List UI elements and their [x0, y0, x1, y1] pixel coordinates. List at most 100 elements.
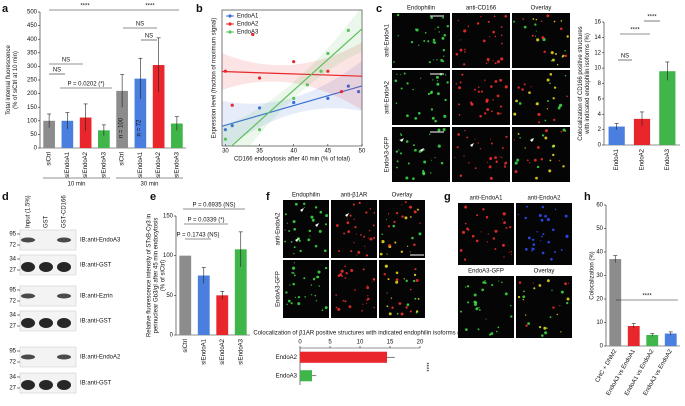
- puncta: [494, 80, 498, 83]
- puncta: [362, 303, 364, 305]
- x-axis-label: CD166 endocytosis after 40 min (% of tot…: [234, 157, 350, 163]
- y-tick-label: 350: [27, 50, 38, 56]
- puncta: [446, 81, 449, 84]
- puncta: [535, 30, 537, 32]
- puncta: [475, 239, 479, 243]
- puncta: [534, 35, 536, 37]
- row-label: anti-EndoA2: [276, 212, 282, 246]
- puncta: [544, 214, 547, 218]
- cell-label: anti-EndoA2: [527, 196, 561, 202]
- puncta: [482, 208, 485, 211]
- blot-label: IB:anti-EndoA3: [80, 238, 121, 244]
- puncta: [293, 227, 297, 231]
- puncta: [518, 281, 522, 284]
- puncta: [534, 23, 537, 26]
- puncta: [455, 52, 459, 56]
- puncta: [309, 235, 311, 237]
- puncta: [510, 315, 513, 318]
- bar: [300, 370, 312, 382]
- blot-band: [57, 354, 71, 360]
- plot-frame: [221, 9, 363, 147]
- bar: [627, 326, 640, 346]
- blot-band: [21, 354, 35, 360]
- point: [223, 69, 228, 73]
- bar: [659, 71, 676, 145]
- blot-label: IB:anti-GST: [80, 381, 112, 387]
- puncta: [549, 159, 552, 162]
- y-tick-label: 450: [27, 23, 38, 29]
- puncta: [465, 328, 468, 331]
- puncta: [500, 26, 503, 28]
- puncta: [433, 41, 437, 44]
- y-tick-label: 300: [27, 64, 38, 70]
- puncta: [432, 79, 434, 81]
- puncta: [417, 298, 420, 300]
- puncta: [480, 90, 484, 93]
- bar: [43, 120, 55, 148]
- panel-label: a: [2, 3, 9, 15]
- puncta: [293, 253, 295, 255]
- puncta: [407, 162, 410, 165]
- cell-label: anti-EndoA1: [469, 196, 503, 202]
- puncta: [431, 116, 435, 120]
- puncta: [457, 103, 460, 106]
- blot-band: [21, 293, 35, 299]
- panel-label: h: [584, 191, 591, 203]
- point: [257, 76, 262, 80]
- blot-label: IB:anti-Ezrin: [80, 294, 113, 300]
- y-tick-label: 6: [598, 96, 602, 102]
- puncta: [484, 280, 486, 282]
- puncta: [395, 278, 399, 282]
- puncta: [478, 306, 480, 309]
- puncta: [288, 230, 291, 232]
- puncta: [461, 73, 464, 76]
- puncta: [535, 103, 537, 105]
- puncta: [430, 16, 433, 20]
- puncta: [437, 26, 440, 29]
- puncta: [541, 251, 545, 255]
- puncta: [337, 307, 341, 311]
- puncta: [473, 300, 477, 304]
- puncta: [510, 305, 512, 307]
- cell-label: EndoA3-GFP: [468, 269, 504, 275]
- puncta: [485, 100, 489, 103]
- puncta: [543, 326, 547, 330]
- puncta: [489, 176, 493, 180]
- puncta: [430, 90, 433, 93]
- fit-line: [222, 70, 362, 77]
- puncta: [494, 229, 498, 233]
- x-tick-label: 45: [325, 149, 332, 155]
- bar: [234, 249, 247, 335]
- puncta: [438, 31, 440, 33]
- puncta: [405, 176, 409, 180]
- y-axis-label: Expression level (fraction of maximum si…: [212, 18, 218, 139]
- y-tick-label: 50: [30, 132, 37, 138]
- puncta: [547, 99, 550, 102]
- puncta: [537, 112, 541, 117]
- annotation: ****: [647, 15, 657, 21]
- blot-label: IB:anti-GST: [80, 319, 112, 325]
- mw-marker: 72: [9, 243, 16, 249]
- puncta: [474, 138, 476, 140]
- puncta: [409, 310, 412, 313]
- puncta: [503, 221, 506, 225]
- bar: [197, 275, 210, 335]
- puncta: [432, 38, 436, 42]
- puncta: [459, 249, 463, 252]
- puncta: [561, 56, 564, 58]
- puncta: [428, 61, 431, 64]
- puncta: [381, 240, 385, 244]
- puncta: [552, 306, 555, 309]
- puncta: [340, 269, 344, 273]
- cell-label: Overlay: [534, 269, 555, 275]
- legend-marker: [228, 22, 232, 26]
- puncta: [294, 296, 296, 298]
- fit-line: [222, 85, 362, 127]
- blot-band: [21, 237, 35, 243]
- puncta: [441, 36, 445, 40]
- puncta: [381, 233, 383, 235]
- puncta: [524, 247, 528, 251]
- puncta: [496, 94, 500, 98]
- blot-band: [39, 380, 53, 390]
- point: [339, 90, 344, 94]
